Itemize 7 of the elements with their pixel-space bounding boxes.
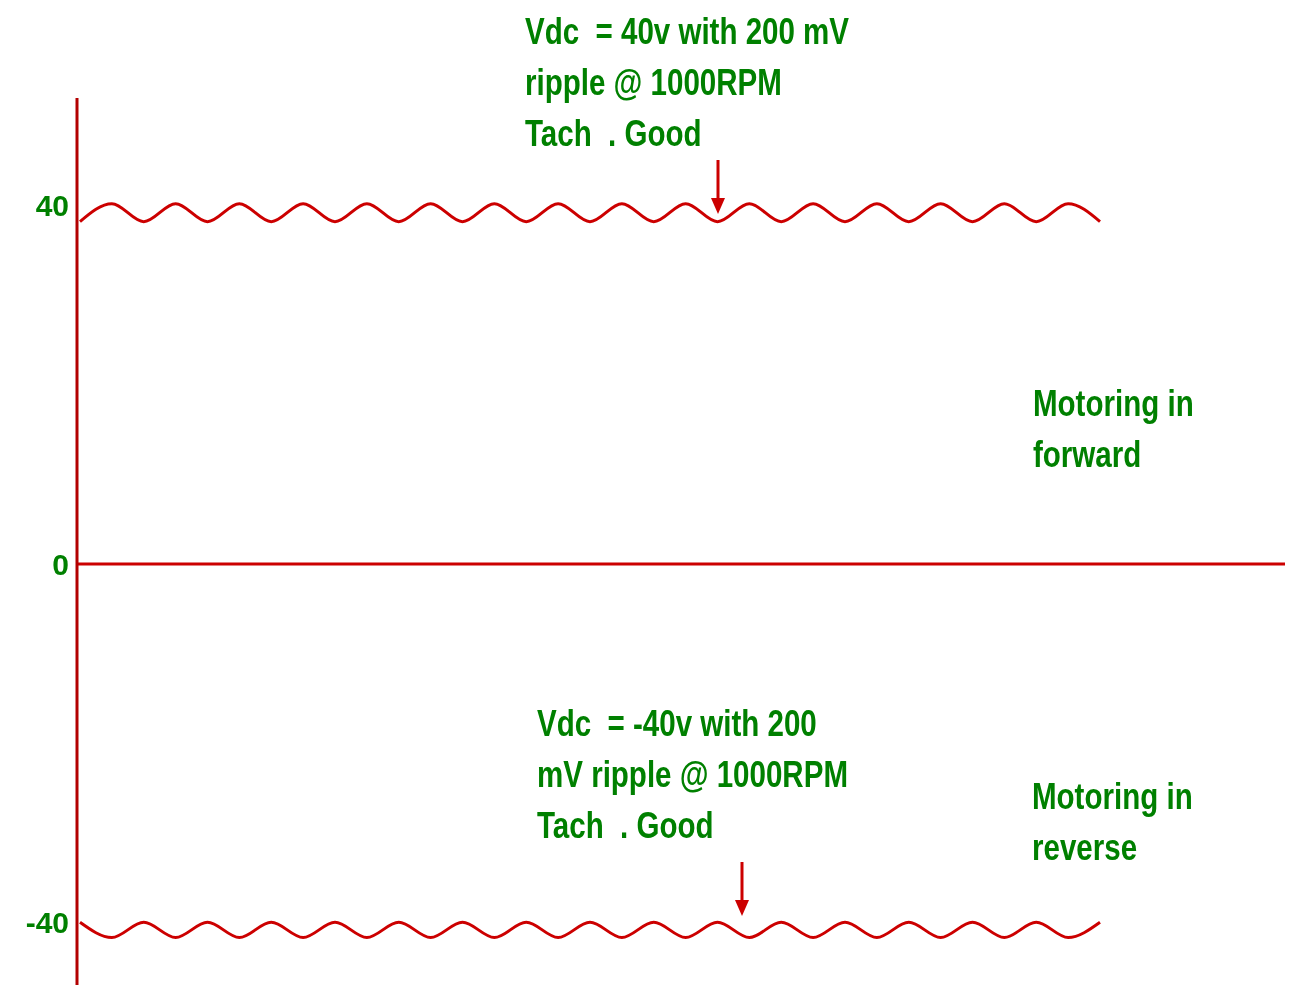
annotation: Motoring in forward — [1033, 382, 1194, 477]
annotation: Vdc = -40v with 200 mV ripple @ 1000RPM Tach . Good — [537, 702, 848, 848]
y-tick-label: 0 — [52, 547, 69, 581]
y-tick-label: 40 — [35, 189, 69, 223]
annotation: Vdc = 40v with 200 mV ripple @ 1000RPM Tach . Good — [525, 10, 850, 156]
annotation: Motoring in reverse — [1032, 775, 1193, 870]
y-tick-label: -40 — [25, 905, 69, 939]
